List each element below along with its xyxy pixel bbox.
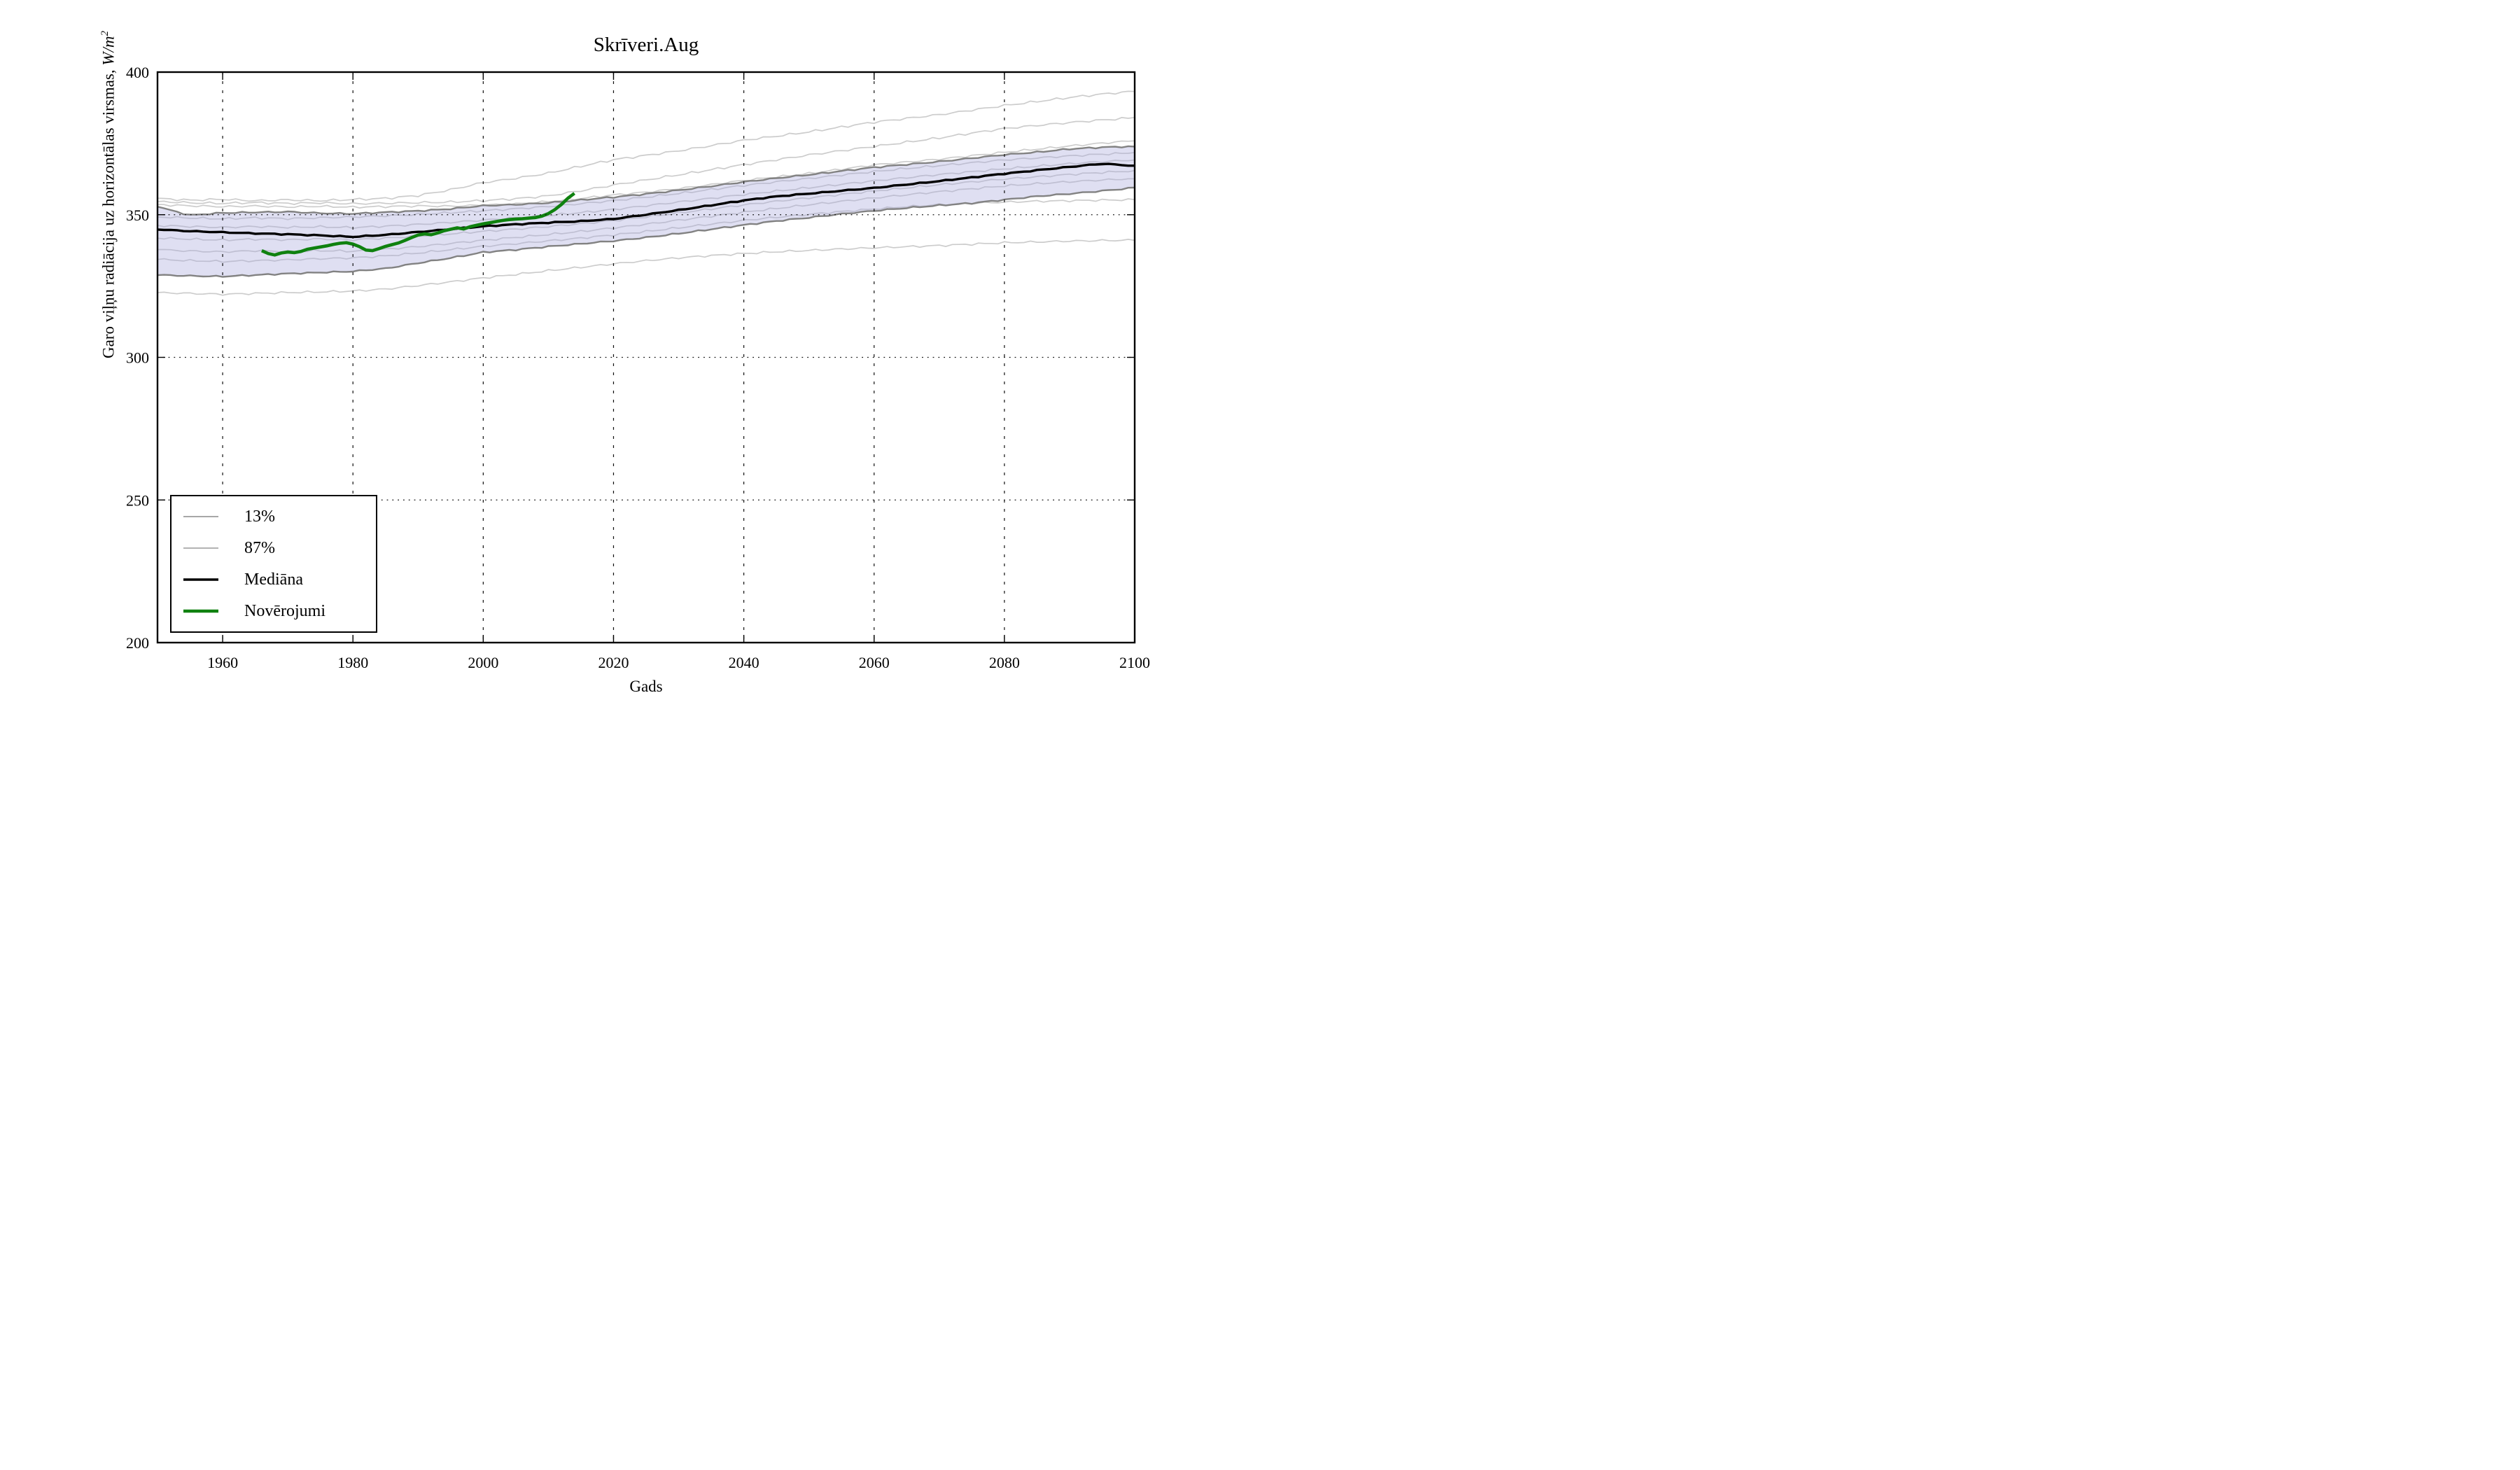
percentile-band — [158, 146, 1135, 277]
y-tick-label: 400 — [126, 64, 149, 81]
x-tick-label: 2060 — [859, 654, 890, 671]
x-tick-label: 1980 — [337, 654, 368, 671]
legend-box: 13% 87% Mediāna Novērojumi — [170, 495, 377, 633]
ensemble-member-line — [158, 116, 1135, 205]
x-tick-label: 2100 — [1119, 654, 1150, 671]
ensemble-member-line — [158, 152, 1135, 220]
legend-line-87pct — [183, 547, 218, 549]
x-tick-label: 2000 — [468, 654, 498, 671]
figure: 1960 1980 2000 2020 2040 2060 2080 2100 200 250 30… — [0, 0, 1260, 735]
x-tick-label: 2020 — [598, 654, 629, 671]
chart-plot-area: 1960 1980 2000 2020 2040 2060 2080 2100 200 250 30… — [126, 64, 1150, 671]
ensemble-member-line — [158, 159, 1135, 230]
legend-item-13pct: 13% — [183, 507, 376, 526]
observations-line — [260, 192, 575, 257]
y-axis-label-text: Garo viļņu radiācija uz horizontālas vir… — [99, 65, 118, 358]
legend-label-observations: Novērojumi — [244, 602, 326, 621]
legend-label-87pct: 87% — [244, 538, 275, 557]
y-tick-label: 200 — [126, 634, 149, 652]
legend-item-observations: Novērojumi — [183, 602, 376, 620]
x-axis-label: Gads — [629, 678, 663, 695]
legend-item-87pct: 87% — [183, 539, 376, 557]
data-layer — [158, 90, 1135, 296]
legend-label-13pct: 13% — [244, 507, 275, 526]
legend-label-median: Mediāna — [244, 570, 303, 589]
percentile-87-line — [158, 145, 1135, 216]
y-axis-label: Garo viļņu radiācija uz horizontālas vir… — [99, 31, 118, 358]
ensemble-member-line — [158, 239, 1135, 296]
ensemble-member-line — [158, 90, 1135, 202]
legend-item-median: Mediāna — [183, 570, 376, 589]
y-axis-units-exponent: 2 — [99, 30, 111, 36]
median-line — [158, 162, 1135, 239]
y-tick-label: 250 — [126, 491, 149, 509]
ensemble-member-line — [158, 140, 1135, 209]
legend-line-13pct — [183, 515, 218, 517]
y-tick-label: 300 — [126, 349, 149, 367]
x-tick-label: 2040 — [729, 654, 760, 671]
chart-title: Skrīveri.Aug — [593, 34, 699, 56]
ensemble-member-line — [158, 169, 1135, 241]
legend-line-observations — [183, 610, 218, 613]
y-axis-units: W/m — [99, 36, 118, 66]
legend-line-median — [183, 578, 218, 581]
ensemble-member-line — [158, 178, 1135, 253]
percentile-13-line — [158, 186, 1135, 278]
x-tick-label: 1960 — [207, 654, 238, 671]
x-tick-label: 2080 — [989, 654, 1020, 671]
y-tick-label: 350 — [126, 206, 149, 224]
